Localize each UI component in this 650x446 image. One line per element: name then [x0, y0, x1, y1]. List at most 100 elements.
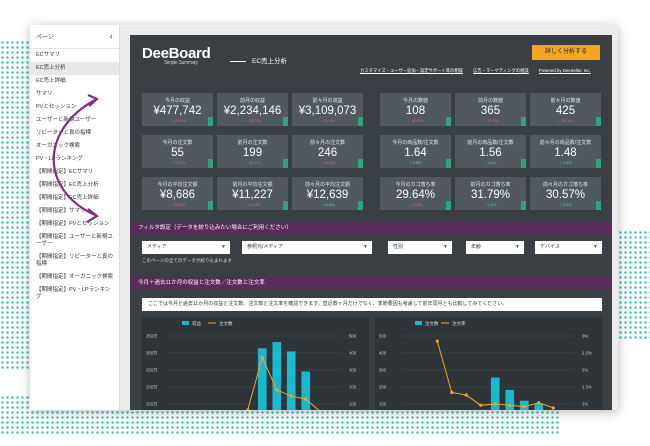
kpi-change: ↑ 3.4% — [484, 160, 497, 165]
kpi-value: 108 — [405, 105, 426, 117]
bar — [286, 351, 296, 410]
line-point — [551, 406, 555, 410]
sidebar-item[interactable]: 【期間指定】EC売上分析 — [36, 182, 99, 188]
kpi-value: ¥477,742 — [153, 105, 202, 117]
sidebar-item[interactable]: 【期間指定】リピーターと真の指標 — [36, 254, 114, 267]
chevron-down-icon: ▼ — [593, 244, 598, 250]
filter-source-label: 参照元/メディア — [247, 244, 284, 250]
sidebar-item[interactable]: PVとセッション — [36, 104, 77, 110]
sidebar-item[interactable]: EC売上分析 — [30, 62, 119, 75]
kpi-change: ↓ -28.9% — [557, 118, 574, 123]
ad-consult-link[interactable]: 広告・マーケティングの相談 — [473, 68, 529, 73]
page-sidebar: ページ ‹ ECサマリ EC売上分析 EC売上詳細 サマリ PVとセッションユーザーと新… — [30, 25, 120, 410]
y-tick-left: 250万 — [146, 368, 158, 374]
filter-age[interactable]: 年齢 ▼ — [466, 241, 524, 254]
kpi-card: 前々月の数値 425 ↓ -28.9% — [530, 93, 601, 126]
kpi-value: 425 — [555, 105, 576, 117]
filter-media-label: メディア — [147, 244, 167, 250]
sidebar-item[interactable]: オーガニック検索 — [36, 143, 81, 149]
sidebar-item[interactable]: リピーターと真の指標 — [36, 130, 92, 136]
header-links: カスタマイズ・ユーザー追加・設定サポート等の相談 広告・マーケティングの相談 P… — [360, 68, 600, 74]
y-tick-left: 300 — [379, 368, 387, 373]
app-window: ページ ‹ ECサマリ EC売上分析 EC売上詳細 サマリ PVとセッションユーザーと新… — [30, 25, 618, 410]
kpi-change: ↓ -6.8% — [408, 202, 423, 207]
kpi-change: ↓ -15.6% — [169, 118, 186, 123]
legend-label: 注文数 — [219, 320, 233, 327]
bar — [301, 371, 311, 410]
support-link[interactable]: カスタマイズ・ユーザー追加・設定サポート等の相談 — [360, 68, 463, 73]
deeboard-logo: DeeBoard Simple Summary — [142, 45, 211, 66]
kpi-card: 前々月の収益 ¥3,109,073 ↓ -5.9% — [292, 93, 363, 126]
kpi-value: 1.64 — [404, 147, 427, 159]
line-point — [275, 388, 279, 392]
kpi-change: ↓ -24.6% — [319, 160, 336, 165]
sidebar-item[interactable]: PV・LPランキング — [36, 156, 83, 162]
y-tick-left: 300万 — [146, 351, 158, 357]
kpi-change: ↓ -50.0% — [407, 118, 424, 123]
dashboard: DeeBoard Simple Summary EC売上分析 詳しく分析する カ… — [130, 35, 612, 410]
kpi-card: 前月の収益 ¥2,234,146 ↓ -28.7% — [217, 93, 288, 126]
y-tick-left: 400 — [379, 351, 387, 356]
sidebar-item[interactable]: ECサマリ — [36, 52, 61, 58]
kpi-value: 365 — [480, 105, 501, 117]
sidebar-item[interactable]: 【期間指定】PVとセッション — [36, 221, 110, 227]
sidebar-item[interactable]: 【期間指定】EC売上詳細 — [36, 195, 99, 201]
kpi-value: ¥11,227 — [232, 189, 273, 201]
kpi-accent-bar — [596, 201, 601, 210]
sidebar-item[interactable]: 【期間指定】ECサマリ — [36, 169, 94, 175]
sidebar-item[interactable]: 【期間指定】PV・LPランキング — [36, 287, 111, 300]
kpi-accent-bar — [208, 117, 213, 126]
sidebar-item[interactable]: EC売上詳細 — [36, 78, 66, 84]
legend-label: 注文率 — [452, 320, 466, 327]
filter-note: このページの全てのデータが絞り込まれます — [142, 258, 232, 263]
kpi-value: ¥12,639 — [306, 189, 349, 201]
line-point — [435, 339, 439, 343]
filter-gender[interactable]: 性別 ▼ — [388, 241, 452, 254]
y-tick-right: 400 — [349, 351, 357, 356]
line-point — [493, 402, 497, 406]
sidebar-item[interactable]: 【期間指定】オーガニック検索 — [36, 274, 114, 280]
y-tick-left: 150万 — [146, 402, 158, 408]
line-point — [537, 401, 541, 405]
kpi-label: 前々月の数値 — [550, 98, 581, 104]
sidebar-item[interactable]: 【期間指定】ユーザーと新規ユーザー — [36, 234, 113, 247]
y-tick-right: 100 — [349, 402, 357, 407]
sidebar-item[interactable]: ユーザーと新規ユーザー — [36, 117, 97, 123]
filter-device[interactable]: デバイス ▼ — [535, 241, 602, 254]
kpi-card: 今月の平均注文額 ¥8,686 ↓ -22.6% — [142, 177, 213, 210]
kpi-accent-bar — [358, 159, 363, 168]
analyze-button[interactable]: 詳しく分析する — [532, 45, 600, 60]
chevron-down-icon: ▼ — [363, 244, 368, 250]
kpi-value: 1.48 — [554, 147, 577, 159]
kpi-label: 今月の数値 — [402, 98, 428, 104]
bar — [272, 342, 282, 410]
sidebar-header: ページ ‹ — [30, 25, 119, 49]
legend-label: 収益 — [192, 320, 201, 327]
filter-media[interactable]: メディア ▼ — [142, 241, 230, 254]
chevron-left-icon[interactable]: ‹ — [109, 31, 113, 42]
filter-device-label: デバイス — [540, 244, 560, 250]
kpi-label: 前月の収益 — [239, 98, 265, 104]
sidebar-item[interactable]: サマリ — [36, 91, 53, 97]
sidebar-item[interactable]: 【期間指定】サマリ — [36, 208, 86, 214]
kpi-label: 前月の平均注文額 — [232, 182, 273, 188]
legend-swatch-bar — [415, 321, 422, 325]
kpi-change: ↑ 60.8% — [320, 202, 335, 207]
kpi-accent-bar — [446, 159, 451, 168]
filter-source-medium[interactable]: 参照元/メディア ▼ — [242, 241, 372, 254]
kpi-card: 今月の商品数/注文数 1.64 ↑ 5.8% — [380, 135, 451, 168]
kpi-value: ¥2,234,146 — [223, 105, 282, 117]
kpi-card: 前々月の注文数 246 ↓ -24.6% — [292, 135, 363, 168]
y-tick-left: 200 — [379, 385, 387, 390]
powered-by-link[interactable]: Powered by DeeSeller, Inc. — [538, 68, 591, 73]
kpi-label: 前月のカゴ落ち率 — [470, 182, 511, 188]
y-tick-right: 3% — [582, 334, 588, 339]
bar — [505, 389, 515, 410]
kpi-change: ↑ 5.8% — [409, 160, 422, 165]
kpi-value: 199 — [242, 147, 263, 159]
kpi-change: ↑ 5.5% — [559, 202, 572, 207]
logo-text: DeeBoard — [142, 45, 211, 62]
kpi-accent-bar — [521, 117, 526, 126]
kpi-value: 29.64% — [395, 189, 435, 201]
